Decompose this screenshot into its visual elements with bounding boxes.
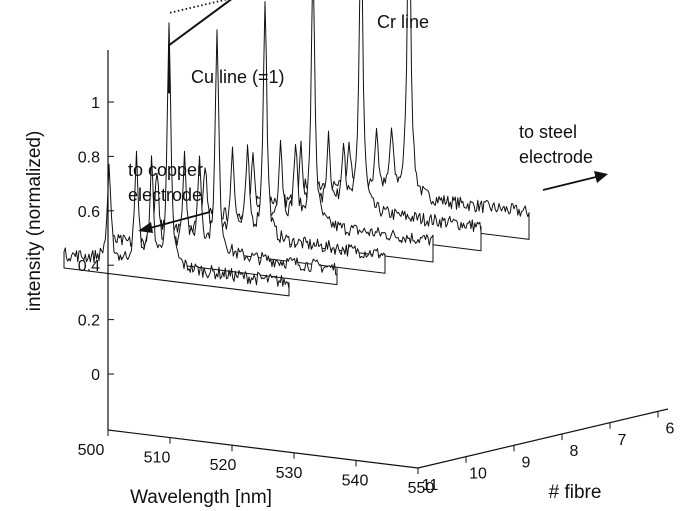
x-tick-label-520: 520 bbox=[210, 457, 237, 474]
spectra-layer bbox=[63, 0, 530, 297]
x-tick-label-530: 530 bbox=[276, 465, 303, 482]
y-tick-label-0.8: 0.8 bbox=[78, 149, 100, 166]
spectrum-fibre-11 bbox=[63, 22, 290, 297]
z-axis-label: # fibre bbox=[549, 482, 602, 503]
fibre-tick-label-6: 6 bbox=[666, 421, 675, 438]
x-tick-label-550: 550 bbox=[408, 480, 435, 497]
x-tick-label-510: 510 bbox=[144, 450, 171, 467]
to-copper-label-2: electrode bbox=[128, 185, 202, 205]
cr-line-label: Cr line bbox=[377, 12, 429, 32]
copper-arrow bbox=[149, 211, 211, 229]
z-axis-line bbox=[417, 408, 669, 469]
to-steel-label-2: electrode bbox=[519, 147, 593, 167]
fibre-tick-label-8: 8 bbox=[570, 443, 579, 460]
y-tick-label-0.2: 0.2 bbox=[78, 313, 100, 330]
y-tick-label-0.6: 0.6 bbox=[78, 204, 100, 221]
y-tick-label-0.4: 0.4 bbox=[78, 258, 100, 275]
fibre-tick-label-11: 11 bbox=[422, 477, 439, 494]
x-tick-label-540: 540 bbox=[342, 472, 369, 489]
steel-arrow-head bbox=[594, 171, 608, 183]
cu-line-trace bbox=[168, 0, 229, 14]
y-axis-label: intensity (normalized) bbox=[24, 131, 45, 312]
to-copper-label-1: to copper bbox=[128, 160, 203, 180]
overlay-layer bbox=[138, 0, 608, 233]
spectrum-fibre-6 bbox=[303, 0, 530, 240]
y-tick-label-1: 1 bbox=[91, 95, 100, 112]
axes-layer bbox=[107, 50, 669, 469]
fibre-tick-label-7: 7 bbox=[618, 432, 627, 449]
y-tick-label-0: 0 bbox=[91, 367, 100, 384]
to-steel-label-1: to steel bbox=[519, 122, 577, 142]
x-axis-label: Wavelength [nm] bbox=[130, 487, 272, 508]
steel-arrow bbox=[542, 176, 597, 191]
copper-arrow-head bbox=[138, 222, 153, 233]
text-layer: intensity (normalized) Wavelength [nm] #… bbox=[24, 12, 601, 508]
cr-line-trace bbox=[168, 0, 232, 94]
x-tick-label-500: 500 bbox=[78, 442, 105, 459]
x-axis-line bbox=[107, 429, 419, 469]
fibre-tick-label-9: 9 bbox=[522, 454, 531, 471]
cu-line-label: Cu line (=1) bbox=[191, 67, 285, 87]
fibre-tick-label-10: 10 bbox=[469, 466, 487, 483]
